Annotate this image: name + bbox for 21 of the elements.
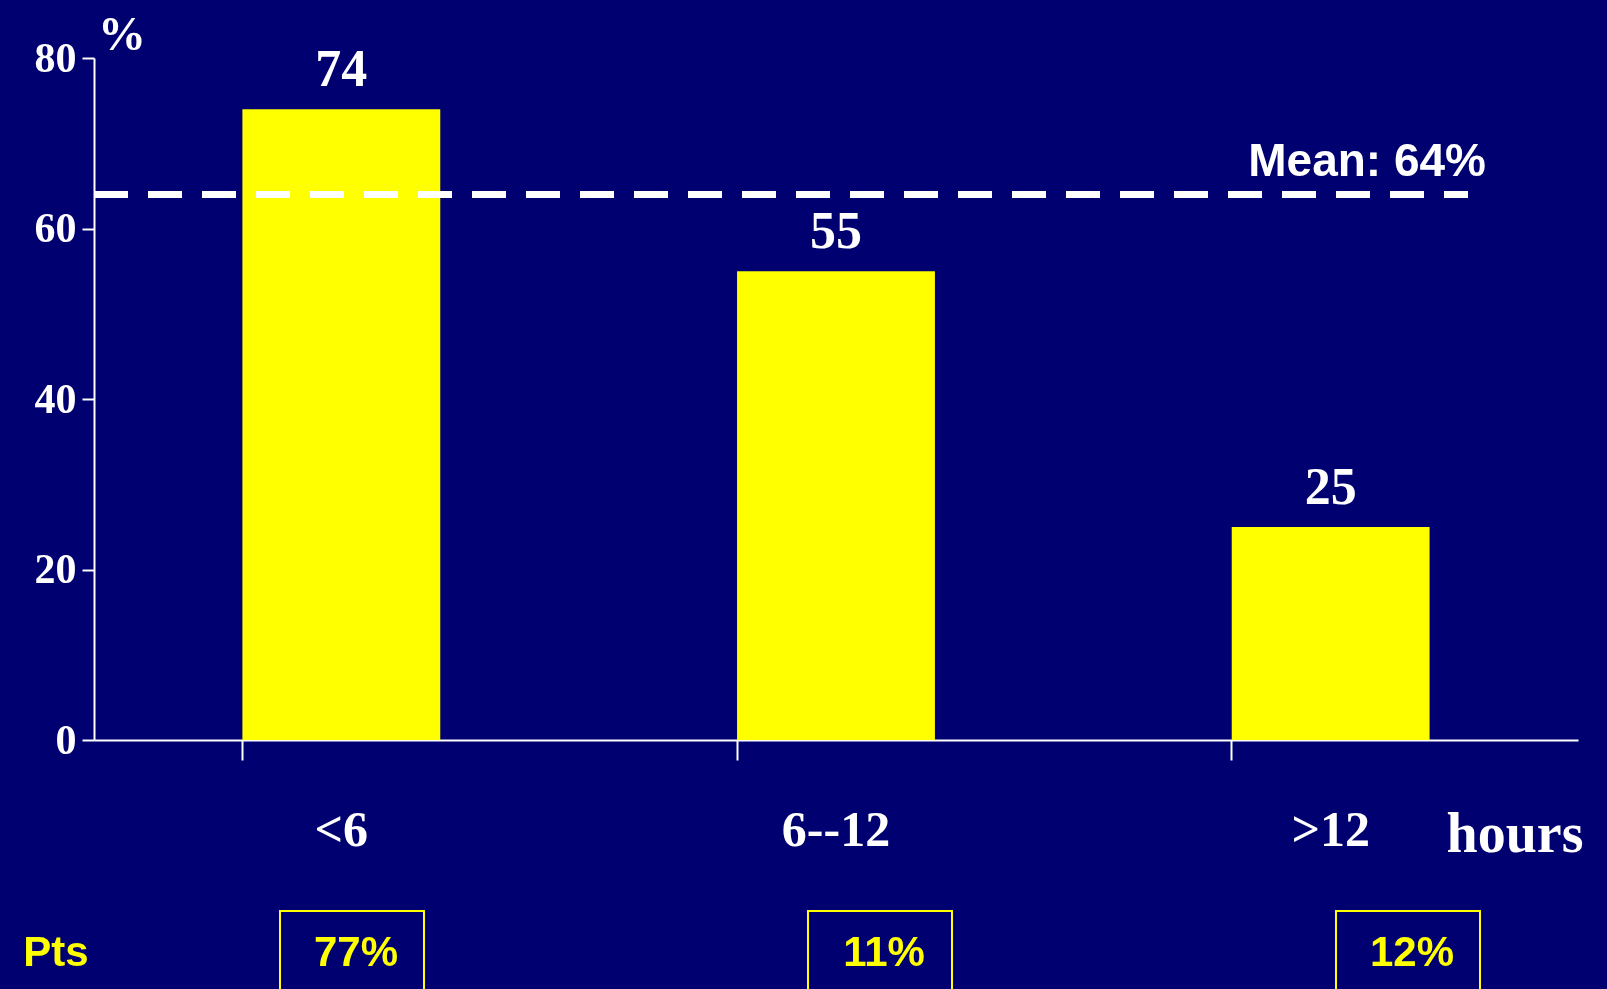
text: 12%: [1369, 928, 1455, 975]
y-tick-label: 0: [55, 716, 77, 763]
data-label: 74: [315, 40, 368, 98]
y-tick-label: 80: [34, 34, 77, 81]
x-tick-label: <6: [314, 800, 369, 857]
bar: [737, 271, 935, 740]
y-tick-label: 60: [34, 205, 77, 251]
text: 11%: [843, 928, 925, 975]
text: 77%: [313, 928, 399, 975]
data-label: 55: [810, 202, 862, 260]
data-label: 25: [1304, 457, 1357, 515]
ref-line-label: Mean: 64%: [1248, 134, 1486, 187]
text: Pts: [23, 928, 89, 975]
x-tick-label: >12: [1291, 800, 1370, 857]
bar: [242, 109, 441, 740]
y-tick-label: 20: [34, 546, 77, 592]
x-tick-label: 6--12: [781, 800, 891, 857]
x-axis-title: hours: [1446, 802, 1584, 864]
y-axis-title: %: [98, 7, 146, 60]
y-tick-label: 40: [34, 375, 77, 422]
bar: [1231, 526, 1430, 740]
